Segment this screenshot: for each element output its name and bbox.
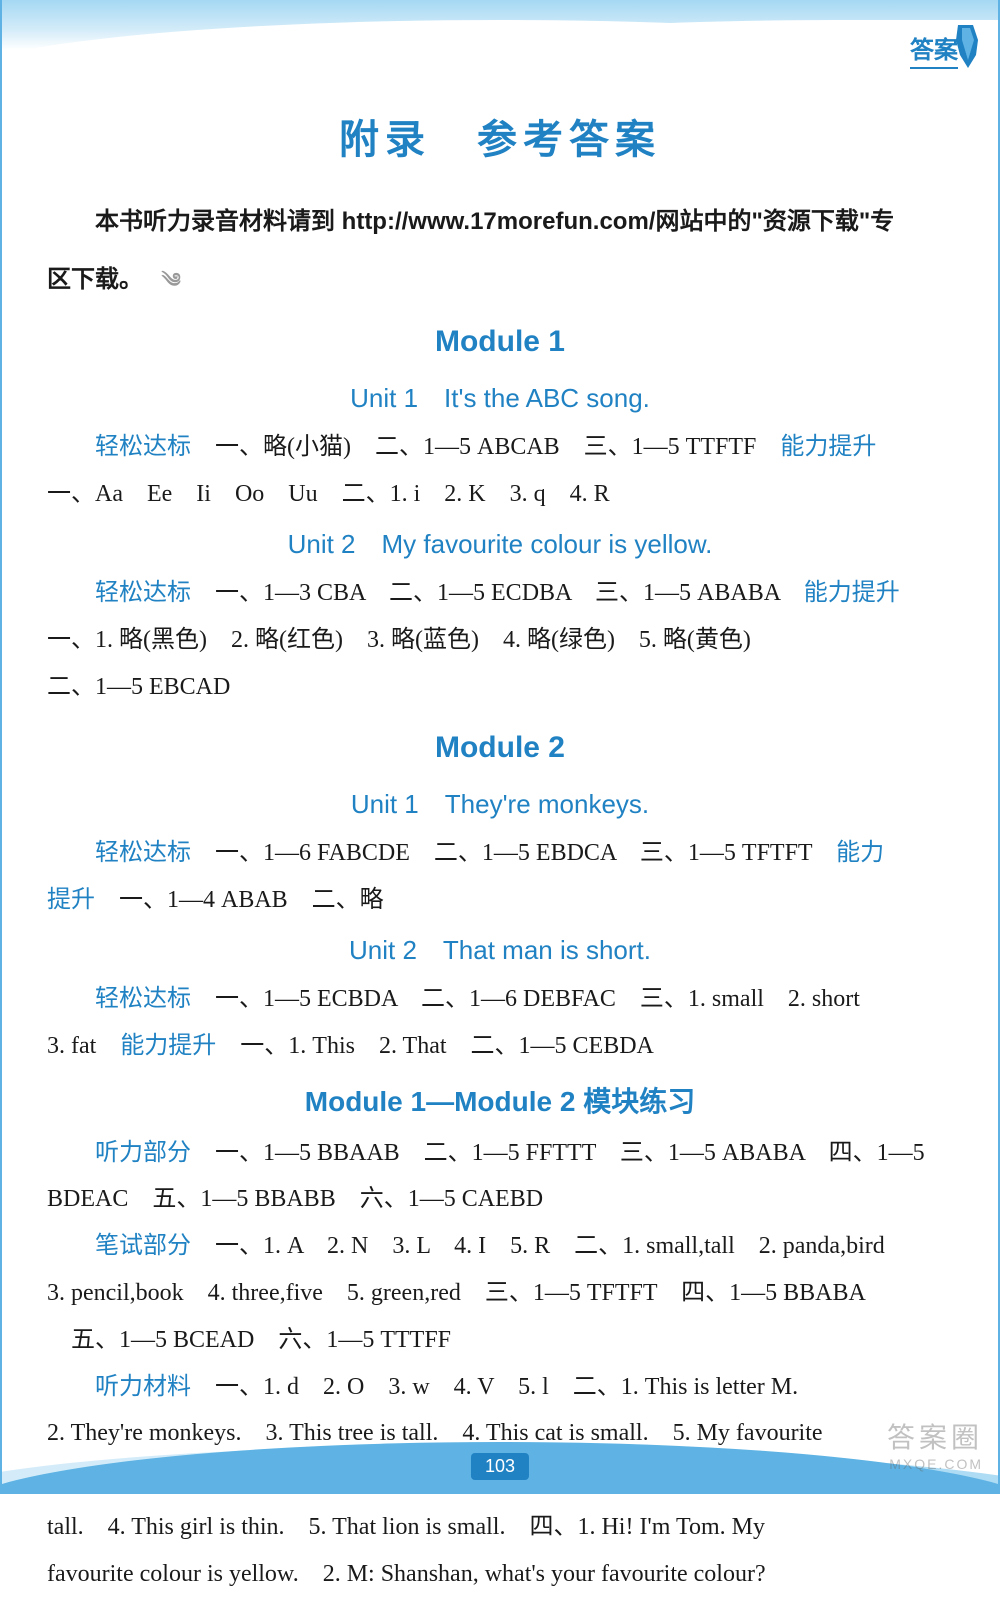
combo-material-text: 一、1. d 2. O 3. w 4. V 5. l 二、1. This is … bbox=[191, 1374, 798, 1400]
ability-label: 能力提升 bbox=[804, 580, 900, 606]
listening-part-label: 听力部分 bbox=[95, 1140, 191, 1166]
m1u1-ability-cont: 一、Aa Ee Ii Oo Uu 二、1. i 2. K 3. q 4. R bbox=[47, 471, 953, 518]
ability-label-a: 能力 bbox=[836, 840, 884, 866]
m2u2-ability-text: 一、1. This 2. That 二、1—5 CEBDA bbox=[216, 1033, 654, 1059]
module1-title: Module 1 bbox=[47, 312, 953, 372]
m1-unit2-title: Unit 2 My favourite colour is yellow. bbox=[47, 518, 953, 570]
m1u2-ability-cont2: 二、1—5 EBCAD bbox=[47, 664, 953, 711]
intro-line2: 区下载。 ༄ bbox=[47, 256, 953, 304]
page-frame: 答案 附录 参考答案 本书听力录音材料请到 http://www.17moref… bbox=[0, 0, 1000, 1494]
combo-written-cont1: 3. pencil,book 4. three,five 5. green,re… bbox=[47, 1270, 953, 1317]
cloud-decoration bbox=[2, 0, 998, 50]
combo-written-text: 一、1. A 2. N 3. L 4. I 5. R 二、1. small,ta… bbox=[191, 1233, 885, 1259]
m2u2-easy-cont: 3. fat bbox=[47, 1033, 120, 1059]
watermark: 答案圈 MXQE.COM bbox=[887, 1416, 983, 1472]
combo-written-line: 笔试部分 一、1. A 2. N 3. L 4. I 5. R 二、1. sma… bbox=[47, 1223, 953, 1270]
m1u2-easy-text: 一、1—3 CBA 二、1—5 ECDBA 三、1—5 ABABA bbox=[191, 580, 804, 606]
ability-label: 能力提升 bbox=[780, 434, 876, 460]
m1u2-ability-cont1: 一、1. 略(黑色) 2. 略(红色) 3. 略(蓝色) 4. 略(绿色) 5.… bbox=[47, 617, 953, 664]
m2u1-easy-line: 轻松达标 一、1—6 FABCDE 二、1—5 EBDCA 三、1—5 TFTF… bbox=[47, 830, 953, 877]
m1u2-easy-line: 轻松达标 一、1—3 CBA 二、1—5 ECDBA 三、1—5 ABABA 能… bbox=[47, 570, 953, 617]
combo-material-cont4: favourite colour is yellow. 2. M: Shansh… bbox=[47, 1551, 953, 1598]
listening-material-label: 听力材料 bbox=[95, 1374, 191, 1400]
m2u1-ability-line: 提升 一、1—4 ABAB 二、略 bbox=[47, 877, 953, 924]
intro-text-1: 本书听力录音材料请到 http://www.17morefun.com/网站中的… bbox=[95, 208, 894, 235]
watermark-bottom: MXQE.COM bbox=[887, 1456, 983, 1472]
m2u2-easy-cont-line: 3. fat 能力提升 一、1. This 2. That 二、1—5 CEBD… bbox=[47, 1023, 953, 1070]
ability-label: 能力提升 bbox=[120, 1033, 216, 1059]
ability-label-b: 提升 bbox=[47, 887, 95, 913]
m2-unit1-title: Unit 1 They're monkeys. bbox=[47, 778, 953, 830]
intro-text-2: 区下载。 bbox=[47, 266, 143, 293]
m1-unit1-title: Unit 1 It's the ABC song. bbox=[47, 372, 953, 424]
m1u1-easy-line: 轻松达标 一、略(小猫) 二、1—5 ABCAB 三、1—5 TTFTF 能力提… bbox=[47, 424, 953, 471]
intro-line1: 本书听力录音材料请到 http://www.17morefun.com/网站中的… bbox=[47, 200, 953, 244]
watermark-top: 答案圈 bbox=[887, 1416, 983, 1456]
m2u1-easy-text: 一、1—6 FABCDE 二、1—5 EBDCA 三、1—5 TFTFT bbox=[191, 840, 836, 866]
easy-label: 轻松达标 bbox=[95, 580, 191, 606]
main-title: 附录 参考答案 bbox=[47, 100, 953, 180]
page-top-decoration: 答案 bbox=[2, 0, 998, 70]
m1u1-easy-text: 一、略(小猫) 二、1—5 ABCAB 三、1—5 TTFTF bbox=[191, 434, 780, 460]
m2u2-easy-text: 一、1—5 ECBDA 二、1—6 DEBFAC 三、1. small 2. s… bbox=[191, 986, 860, 1012]
combo-title: Module 1—Module 2 模块练习 bbox=[47, 1074, 953, 1130]
squiggle-icon: ༄ bbox=[162, 270, 181, 292]
combo-listening-line: 听力部分 一、1—5 BBAAB 二、1—5 FFTTT 三、1—5 ABABA… bbox=[47, 1130, 953, 1177]
combo-material-cont3: tall. 4. This girl is thin. 5. That lion… bbox=[47, 1504, 953, 1551]
m2u1-ability-cont: 一、1—4 ABAB 二、略 bbox=[95, 887, 384, 913]
easy-label: 轻松达标 bbox=[95, 986, 191, 1012]
combo-written-cont2: 五、1—5 BCEAD 六、1—5 TTTFF bbox=[47, 1317, 953, 1364]
m2-unit2-title: Unit 2 That man is short. bbox=[47, 924, 953, 976]
page-number: 103 bbox=[471, 1453, 529, 1480]
combo-listening-text: 一、1—5 BBAAB 二、1—5 FFTTT 三、1—5 ABABA 四、1—… bbox=[191, 1140, 925, 1166]
module2-title: Module 2 bbox=[47, 718, 953, 778]
brush-icon bbox=[948, 20, 988, 70]
m2u2-easy-line: 轻松达标 一、1—5 ECBDA 二、1—6 DEBFAC 三、1. small… bbox=[47, 976, 953, 1023]
written-part-label: 笔试部分 bbox=[95, 1233, 191, 1259]
easy-label: 轻松达标 bbox=[95, 434, 191, 460]
combo-listening-cont: BDEAC 五、1—5 BBABB 六、1—5 CAEBD bbox=[47, 1176, 953, 1223]
easy-label: 轻松达标 bbox=[95, 840, 191, 866]
page-content: 附录 参考答案 本书听力录音材料请到 http://www.17morefun.… bbox=[2, 70, 998, 1598]
